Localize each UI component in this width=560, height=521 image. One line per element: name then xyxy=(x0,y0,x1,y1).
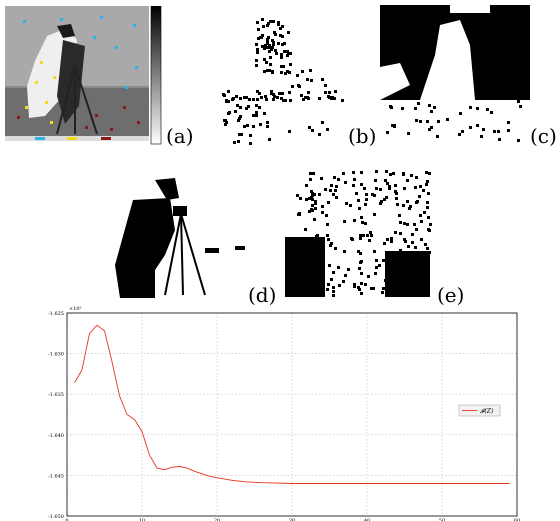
y-exponent-label: ×10² xyxy=(69,306,82,312)
panel-a-image xyxy=(5,6,149,141)
legend-box xyxy=(458,404,501,417)
series-line xyxy=(74,324,510,484)
plot-frame xyxy=(66,312,518,517)
panel-e-image xyxy=(285,170,432,297)
panel-d-label: (d) xyxy=(248,283,277,307)
panel-c-label: (c) xyxy=(530,124,557,148)
panel-b-label: (b) xyxy=(348,124,377,148)
y-tick-label: -1.645 xyxy=(48,473,64,479)
seed-dots xyxy=(17,16,140,131)
y-tick-label: -1.635 xyxy=(48,392,64,398)
colorbar xyxy=(150,6,162,145)
panel-a-label: (a) xyxy=(166,124,194,148)
panel-e-label: (e) xyxy=(437,283,465,307)
panel-b-image xyxy=(222,18,344,145)
y-tick-label: -1.630 xyxy=(48,352,64,358)
panel-d-image xyxy=(115,178,245,298)
y-tick-label: -1.625 xyxy=(48,311,64,317)
panel-c-image xyxy=(380,5,530,142)
y-tick-label: -1.640 xyxy=(48,433,64,439)
y-tick-label: -1.650 xyxy=(48,514,64,520)
legend-label: 𝓕(Z) xyxy=(480,408,494,415)
